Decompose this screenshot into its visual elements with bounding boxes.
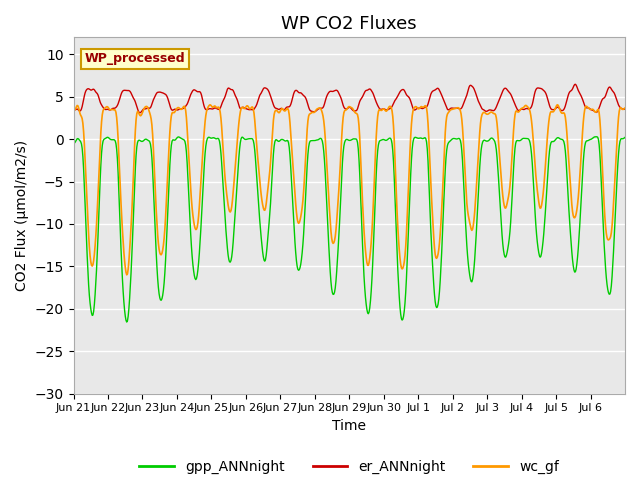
gpp_ANNnight xyxy=(123,319,131,325)
er_ANNnight xyxy=(264,86,271,92)
er_ANNnight xyxy=(134,108,142,114)
wc_gf xyxy=(554,102,561,108)
er_ANNnight xyxy=(621,107,629,112)
Line: er_ANNnight: er_ANNnight xyxy=(74,84,625,113)
wc_gf xyxy=(70,108,77,113)
gpp_ANNnight xyxy=(407,170,415,176)
wc_gf xyxy=(264,188,271,194)
wc_gf xyxy=(621,105,629,111)
gpp_ANNnight xyxy=(593,134,600,140)
gpp_ANNnight xyxy=(285,140,292,145)
wc_gf xyxy=(123,272,131,278)
gpp_ANNnight xyxy=(621,134,629,140)
Text: WP_processed: WP_processed xyxy=(84,52,185,65)
gpp_ANNnight xyxy=(237,140,244,145)
er_ANNnight xyxy=(237,106,244,111)
wc_gf xyxy=(237,109,244,115)
wc_gf xyxy=(135,111,143,117)
gpp_ANNnight xyxy=(264,237,271,243)
gpp_ANNnight xyxy=(135,137,143,143)
er_ANNnight xyxy=(136,110,143,116)
gpp_ANNnight xyxy=(70,141,77,146)
er_ANNnight xyxy=(407,98,415,104)
Legend: gpp_ANNnight, er_ANNnight, wc_gf: gpp_ANNnight, er_ANNnight, wc_gf xyxy=(134,454,564,479)
Y-axis label: CO2 Flux (μmol/m2/s): CO2 Flux (μmol/m2/s) xyxy=(15,140,29,291)
Line: gpp_ANNnight: gpp_ANNnight xyxy=(74,137,625,322)
X-axis label: Time: Time xyxy=(332,419,366,433)
Line: wc_gf: wc_gf xyxy=(74,105,625,275)
wc_gf xyxy=(407,133,415,139)
er_ANNnight xyxy=(285,104,292,110)
wc_gf xyxy=(285,108,292,113)
gpp_ANNnight xyxy=(438,250,445,256)
er_ANNnight xyxy=(572,82,579,87)
Title: WP CO2 Fluxes: WP CO2 Fluxes xyxy=(282,15,417,33)
er_ANNnight xyxy=(438,92,445,98)
wc_gf xyxy=(438,207,445,213)
er_ANNnight xyxy=(70,107,77,112)
